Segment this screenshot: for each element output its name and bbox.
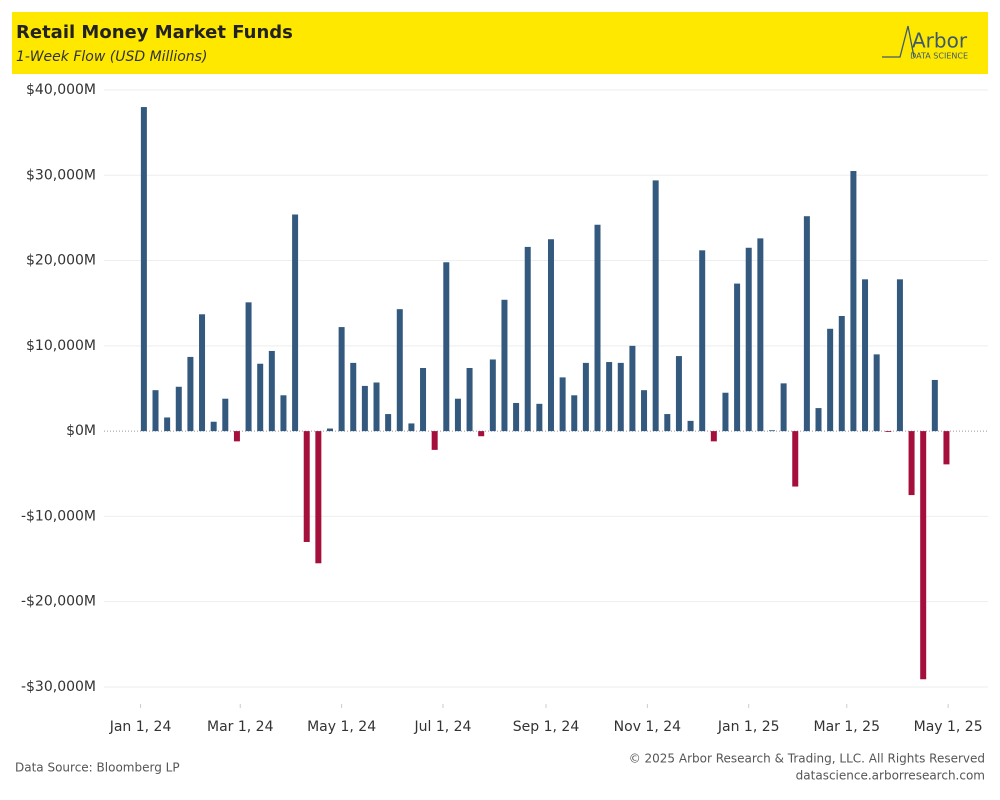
bar: [303, 431, 310, 542]
chart-title: Retail Money Market Funds: [16, 22, 293, 43]
bar: [862, 279, 869, 432]
x-tick-label: Mar 1, 25: [814, 719, 881, 735]
bar: [210, 421, 217, 432]
bar: [803, 216, 810, 432]
bar: [536, 403, 543, 432]
bar: [524, 246, 531, 432]
bar: [489, 359, 496, 432]
bar: [641, 390, 648, 432]
copyright: © 2025 Arbor Research & Trading, LLC. Al…: [629, 752, 985, 766]
bar: [443, 262, 450, 432]
bar: [582, 362, 589, 432]
bar: [594, 224, 601, 432]
x-tick-label: May 1, 24: [307, 719, 376, 735]
bar: [629, 345, 636, 432]
logo-name: Arbor: [912, 29, 968, 53]
bar: [652, 180, 659, 432]
bar: [792, 431, 799, 487]
y-tick-label: $30,000M: [26, 167, 96, 183]
bar: [373, 382, 380, 432]
bar: [257, 363, 264, 432]
bar: [140, 107, 147, 432]
bar: [687, 420, 694, 432]
bar: [164, 417, 171, 432]
y-tick-label: -$10,000M: [21, 508, 96, 524]
bar: [408, 423, 415, 432]
bar: [513, 402, 520, 432]
bar: [908, 431, 915, 496]
bar: [559, 377, 566, 432]
bar: [722, 392, 729, 432]
bar: [280, 395, 287, 432]
source-note: Data Source: Bloomberg LP: [15, 761, 180, 775]
chart-subtitle: 1-Week Flow (USD Millions): [16, 49, 207, 65]
bar: [431, 431, 438, 450]
bar: [268, 350, 275, 432]
bar: [396, 309, 403, 432]
bar: [734, 283, 741, 432]
bar: [222, 398, 229, 432]
bar: [617, 362, 624, 432]
y-tick-label: $20,000M: [26, 253, 96, 269]
bar: [827, 328, 834, 432]
x-tick-label: Sep 1, 24: [513, 719, 580, 735]
bar: [768, 430, 775, 432]
bar: [606, 362, 613, 432]
bar: [675, 356, 682, 432]
x-tick-label: Nov 1, 24: [614, 719, 681, 735]
y-tick-label: $0M: [66, 423, 96, 439]
x-tick-label: Mar 1, 24: [207, 719, 274, 735]
bar: [420, 368, 427, 432]
bar: [885, 431, 892, 432]
bar: [710, 431, 717, 442]
bar: [873, 354, 880, 432]
x-tick-label: Jan 1, 25: [717, 719, 780, 735]
bar: [699, 250, 706, 432]
bar: [338, 327, 345, 432]
bar: [815, 408, 822, 432]
bar: [838, 315, 845, 432]
bar: [931, 379, 938, 432]
bar: [850, 171, 857, 432]
bar: [664, 414, 671, 432]
y-tick-label: -$20,000M: [21, 594, 96, 610]
bar: [315, 431, 322, 564]
bar: [466, 368, 473, 432]
bar: [350, 362, 357, 432]
bar: [501, 299, 508, 432]
bar: [454, 398, 461, 432]
website: datascience.arborresearch.com: [796, 769, 985, 783]
x-tick-label: Jul 1, 24: [413, 719, 471, 735]
bar: [547, 239, 554, 432]
bar: [152, 390, 159, 432]
bar: [233, 431, 240, 442]
bar: [175, 386, 182, 432]
bar: [571, 395, 578, 432]
bar: [199, 314, 206, 432]
x-tick-label: May 1, 25: [914, 719, 983, 735]
x-tick-label: Jan 1, 24: [109, 719, 172, 735]
bar: [757, 238, 764, 432]
y-tick-label: $10,000M: [26, 338, 96, 354]
bar: [292, 214, 299, 432]
header-band: [12, 12, 988, 74]
bar: [326, 428, 333, 432]
bar: [780, 383, 787, 432]
y-tick-label: -$30,000M: [21, 679, 96, 695]
bar: [920, 431, 927, 680]
bar: [187, 356, 194, 432]
logo-mark: [882, 25, 915, 58]
bar: [245, 302, 252, 432]
bar: [745, 247, 752, 432]
logo-tagline: DATA SCIENCE: [910, 52, 968, 61]
bar: [943, 431, 950, 465]
bar: [896, 279, 903, 432]
y-tick-label: $40,000M: [26, 82, 96, 98]
bar: [385, 414, 392, 432]
bar: [361, 385, 368, 432]
bar: [478, 431, 485, 437]
